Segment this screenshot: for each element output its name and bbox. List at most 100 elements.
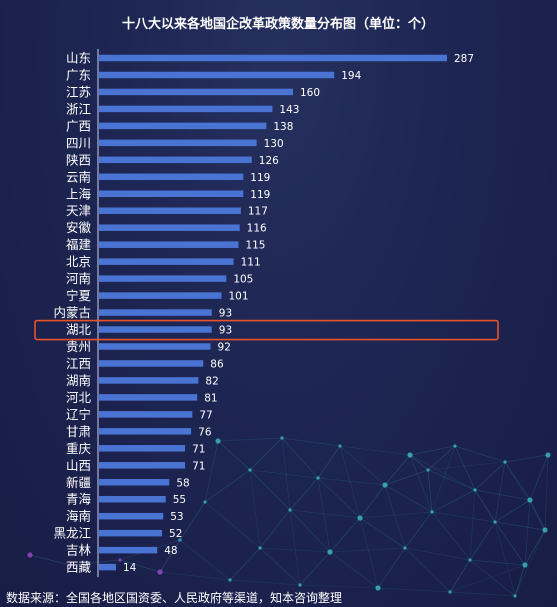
network-link <box>431 511 496 523</box>
bar <box>99 428 192 435</box>
network-node <box>448 590 452 594</box>
network-node <box>426 468 430 472</box>
network-node <box>27 552 33 558</box>
value-label: 86 <box>210 358 224 370</box>
network-link <box>514 564 526 597</box>
network-link <box>29 554 71 566</box>
network-link <box>359 484 386 519</box>
network-link <box>474 489 531 501</box>
network-link <box>431 445 456 513</box>
value-label: 138 <box>273 121 293 133</box>
value-label: 194 <box>341 70 361 82</box>
network-node <box>157 569 163 575</box>
network-node <box>473 488 477 492</box>
value-label: 55 <box>173 494 186 506</box>
bar <box>99 563 116 571</box>
network-link <box>404 511 433 549</box>
network-link <box>179 539 231 581</box>
network-node <box>327 549 333 555</box>
category-label: 云南 <box>66 169 91 184</box>
category-label: 贵州 <box>66 339 91 354</box>
bar <box>99 546 158 554</box>
value-label: 160 <box>300 87 320 99</box>
category-label: 上海 <box>66 186 92 201</box>
category-label: 黑龙江 <box>53 526 91 541</box>
bar <box>99 139 257 147</box>
network-link <box>431 511 471 561</box>
network-link <box>329 551 379 589</box>
bar <box>99 326 212 333</box>
category-label: 青海 <box>66 492 92 507</box>
network-link <box>494 461 506 523</box>
network-node <box>203 500 207 504</box>
network-link <box>69 559 121 566</box>
network-node <box>375 585 381 591</box>
category-label: 天津 <box>66 203 91 218</box>
network-link <box>249 437 283 471</box>
network-node <box>545 452 551 458</box>
category-label: 山东 <box>66 51 91 66</box>
category-label: 新疆 <box>66 475 91 490</box>
plot-area: 山东 287 广东 194 江苏 160 浙江 143 广西 138 四川 130 陕西 126 云南 119… <box>34 49 499 578</box>
network-link <box>454 445 506 463</box>
category-label: 浙江 <box>66 101 91 116</box>
network-node <box>248 468 252 472</box>
network-node <box>298 583 302 587</box>
network-link <box>449 559 471 593</box>
network-link <box>427 469 476 491</box>
network-link <box>469 559 526 566</box>
value-label: 126 <box>259 155 279 167</box>
value-label: 116 <box>247 223 267 235</box>
network-link <box>329 517 361 553</box>
network-node <box>357 515 363 521</box>
bar <box>99 156 252 164</box>
network-link <box>384 469 429 486</box>
value-label: 119 <box>250 172 270 184</box>
category-label: 辽宁 <box>66 407 91 422</box>
network-link <box>504 461 546 531</box>
network-link <box>289 509 331 553</box>
category-label: 吉林 <box>66 543 92 558</box>
highlight-box <box>34 319 499 341</box>
network-link <box>329 547 406 553</box>
network-link <box>159 571 231 581</box>
network-link <box>474 489 496 523</box>
data-source-note: 数据来源：全国各地区国资委、人民政府等渠道，知本咨询整理 <box>6 591 343 605</box>
category-label: 福建 <box>66 237 92 252</box>
value-label: 117 <box>248 206 268 218</box>
network-link <box>204 501 261 549</box>
network-link <box>377 547 406 589</box>
bar <box>99 411 193 418</box>
network-link <box>494 521 546 531</box>
network-link <box>281 437 341 447</box>
bar <box>99 377 199 384</box>
network-node <box>178 538 182 542</box>
category-label: 安徽 <box>66 220 92 235</box>
value-label: 115 <box>245 240 265 252</box>
category-label: 湖南 <box>66 373 91 388</box>
bar <box>99 479 170 486</box>
category-label: 四川 <box>66 135 91 150</box>
value-label: 81 <box>204 392 217 404</box>
bar <box>99 190 244 198</box>
value-label: 58 <box>176 477 189 489</box>
network-link <box>204 469 251 503</box>
network-link <box>427 445 456 471</box>
category-label: 湖北 <box>66 322 92 337</box>
category-label: 内蒙古 <box>53 305 91 320</box>
chart-title: 十八大以来各地国企改革政策数量分布图（单位：个） <box>122 16 434 32</box>
category-label: 广东 <box>66 67 91 82</box>
network-link <box>339 445 361 519</box>
bar <box>99 445 186 452</box>
value-label: 71 <box>192 460 205 472</box>
network-link <box>299 551 331 586</box>
network-node <box>68 563 72 567</box>
network-node <box>280 436 284 440</box>
network-link <box>359 517 406 549</box>
bar <box>99 224 240 231</box>
network-link <box>377 587 451 593</box>
network-link <box>449 564 526 593</box>
network-link <box>119 559 161 573</box>
bar <box>99 292 222 299</box>
